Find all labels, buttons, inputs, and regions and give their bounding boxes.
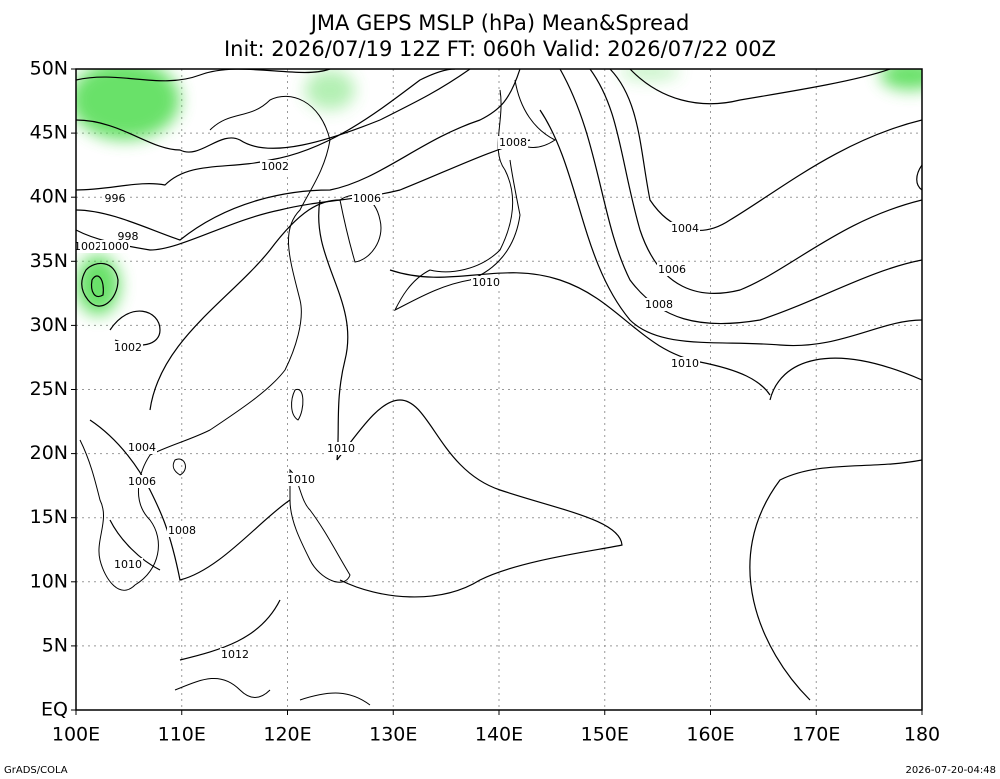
contour-label: 1010 [287,473,315,486]
label-bg [326,442,356,455]
contour-label: 1006 [128,475,156,488]
label-bg [113,558,143,571]
contour-label: 1010 [114,558,142,571]
lat-label: 10N [30,570,68,592]
contour-label: 998 [118,230,139,243]
label-bg [103,192,127,205]
lat-label: 25N [30,378,68,400]
contour-label: 1002 [114,341,142,354]
label-bg [286,473,316,486]
contour-label: 996 [105,192,126,205]
isobars [76,69,922,701]
lon-label: 170E [792,724,840,746]
lon-label: 180 [904,724,940,746]
contour-label: 1006 [658,263,686,276]
contour-label: 1000 [101,240,129,253]
label-bg [471,276,501,289]
contour-label: 1002 [261,160,289,173]
lon-label: 160E [686,724,734,746]
spread-shading [76,69,922,315]
coastlines [79,79,556,706]
lat-label: 40N [30,186,68,208]
label-bg [260,160,290,173]
lon-label: 110E [158,724,206,746]
contour-label: 1008 [168,524,196,537]
footer-right: 2026-07-20-04:48 [905,765,996,776]
axes: 50N 45N 40N 35N 30N 25N 20N 15N 10N 5N EQ 100E 110E 1… [30,58,941,746]
lat-label: 30N [30,314,68,336]
contour-label: 1004 [671,222,699,235]
contour-label: 1010 [327,442,355,455]
contour-label: 1008 [645,298,673,311]
label-bg [498,136,528,149]
lat-label: 45N [30,122,68,144]
label-bg [76,240,103,253]
contour-label: 1004 [128,441,156,454]
label-bg [657,263,687,276]
lon-label: 140E [475,724,523,746]
lon-label: 130E [369,724,417,746]
label-bg [644,298,674,311]
lat-label: 35N [30,250,68,272]
label-bg [127,441,157,454]
label-bg [220,648,250,661]
contour-label: 1010 [671,357,699,370]
title: JMA GEPS MSLP (hPa) Mean&Spread [309,11,690,35]
lon-label: 150E [581,724,629,746]
label-bg [670,357,700,370]
contour-label: 1008 [499,136,527,149]
lon-label: 100E [52,724,100,746]
label-bg [167,524,197,537]
label-bg [116,230,140,243]
lon-label: 120E [263,724,311,746]
grid [76,69,922,710]
lat-label: 5N [42,634,68,656]
lat-label: EQ [41,699,68,721]
contour-label: 1006 [353,192,381,205]
subtitle: Init: 2026/07/19 12Z FT: 060h Valid: 202… [224,37,776,61]
label-bg [670,222,700,235]
label-bg [127,475,157,488]
label-bg [352,192,382,205]
contour-label: 1002 [74,240,102,253]
label-bg [100,240,130,253]
lat-label: 20N [30,442,68,464]
footer-left: GrADS/COLA [4,765,68,776]
contour-label: 1010 [472,276,500,289]
contour-label: 1012 [221,648,249,661]
lat-label: 50N [30,58,68,80]
label-bg [113,341,143,354]
lat-label: 15N [30,506,68,528]
